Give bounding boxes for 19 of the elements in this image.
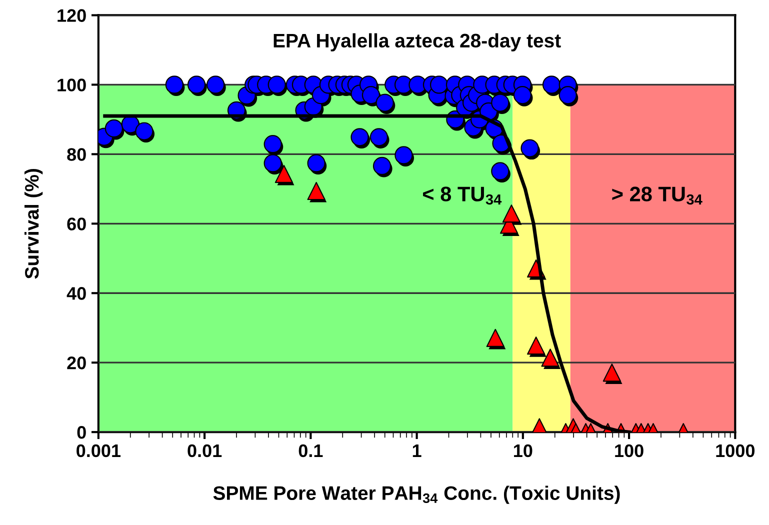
x-tick-label: 1000 bbox=[716, 444, 755, 458]
y-tick-label: 20 bbox=[67, 356, 86, 370]
x-tick-label: 10 bbox=[514, 444, 532, 458]
y-tick-label: 100 bbox=[58, 78, 86, 92]
y-tick-label: 120 bbox=[58, 9, 86, 22]
x-tick-label: 100 bbox=[615, 444, 644, 458]
text: EPA Hyalella azteca 28-day test bbox=[274, 33, 561, 52]
y-tick-label: 0 bbox=[77, 426, 86, 439]
y-tick-label: 60 bbox=[67, 218, 86, 230]
x-axis-title: SPME Pore Water PAH$_{34}$ Conc. (Toxic Units) bbox=[213, 486, 620, 504]
y-tick-label: 80 bbox=[67, 148, 86, 161]
band-label: < 8 TU$_{34}$ bbox=[423, 186, 502, 205]
y-tick-label: 40 bbox=[66, 287, 86, 300]
x-tick-label: 1 bbox=[412, 444, 422, 457]
x-tick-label: 0.1 bbox=[298, 444, 323, 458]
x-tick-label: 0.01 bbox=[188, 444, 222, 458]
band-label: > 28 TU$_{34}$ bbox=[612, 186, 702, 205]
y-axis-title: Survival (%) bbox=[24, 168, 43, 279]
x-tick-label: 0.001 bbox=[76, 444, 121, 458]
